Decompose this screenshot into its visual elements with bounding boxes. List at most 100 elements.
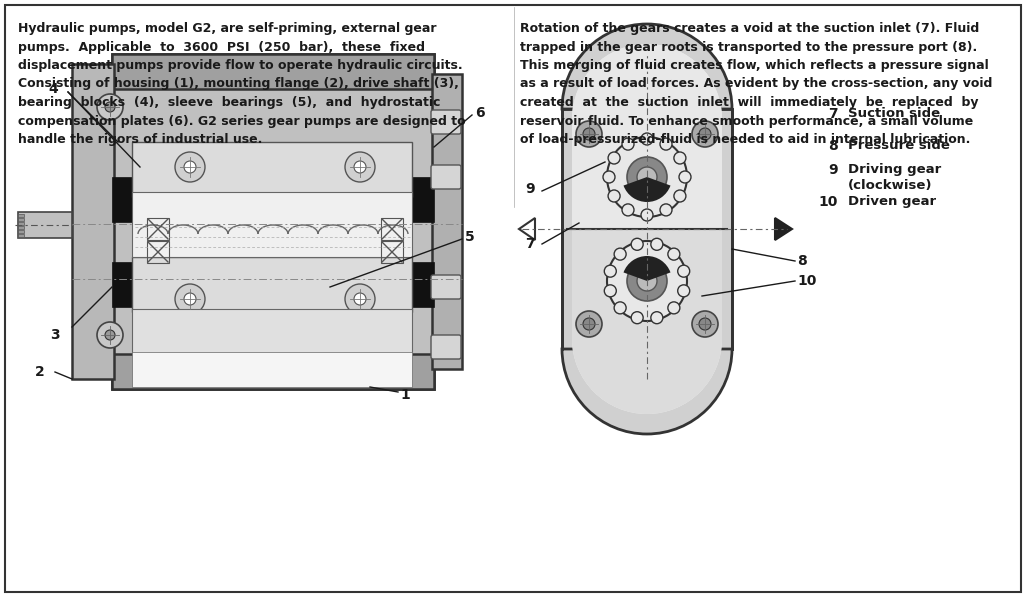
Bar bbox=[18, 214, 24, 217]
Circle shape bbox=[674, 190, 686, 202]
Text: 1: 1 bbox=[400, 388, 409, 402]
Circle shape bbox=[631, 312, 643, 324]
Text: 2: 2 bbox=[35, 365, 45, 379]
Circle shape bbox=[641, 133, 653, 145]
Circle shape bbox=[650, 238, 663, 250]
Text: 10: 10 bbox=[819, 195, 838, 209]
Circle shape bbox=[604, 285, 617, 297]
Text: Suction side: Suction side bbox=[849, 107, 940, 120]
Bar bbox=[132, 257, 412, 312]
Circle shape bbox=[627, 261, 667, 301]
Bar bbox=[573, 119, 722, 339]
Circle shape bbox=[354, 161, 366, 173]
FancyBboxPatch shape bbox=[431, 275, 461, 299]
Circle shape bbox=[692, 311, 718, 337]
Circle shape bbox=[608, 190, 620, 202]
Bar bbox=[112, 177, 132, 222]
Bar bbox=[18, 222, 24, 225]
Bar bbox=[573, 119, 722, 229]
Circle shape bbox=[576, 311, 602, 337]
Bar bbox=[18, 212, 72, 238]
Circle shape bbox=[615, 302, 626, 314]
Bar bbox=[132, 352, 412, 387]
Text: Driving gear
(clockwise): Driving gear (clockwise) bbox=[849, 163, 941, 192]
Circle shape bbox=[627, 157, 667, 197]
Bar bbox=[412, 262, 434, 307]
Polygon shape bbox=[775, 218, 792, 240]
Text: Hydraulic pumps, model G2, are self-priming, external gear
pumps.  Applicable  t: Hydraulic pumps, model G2, are self-prim… bbox=[18, 22, 466, 146]
Bar bbox=[18, 230, 24, 233]
Circle shape bbox=[699, 318, 711, 330]
Circle shape bbox=[637, 271, 657, 291]
Text: Rotation of the gears creates a void at the suction inlet (7). Fluid
trapped in : Rotation of the gears creates a void at … bbox=[520, 22, 992, 146]
Bar bbox=[112, 54, 434, 389]
Bar bbox=[412, 177, 434, 222]
Bar bbox=[112, 54, 434, 89]
Text: 6: 6 bbox=[475, 106, 484, 120]
Bar bbox=[18, 226, 24, 229]
Circle shape bbox=[679, 171, 690, 183]
Wedge shape bbox=[573, 339, 722, 414]
Text: 10: 10 bbox=[797, 274, 817, 288]
Text: Driven gear: Driven gear bbox=[849, 195, 936, 208]
Text: 4: 4 bbox=[48, 82, 57, 96]
Wedge shape bbox=[624, 256, 671, 281]
Circle shape bbox=[97, 94, 123, 120]
Bar bbox=[112, 354, 434, 389]
Text: 7: 7 bbox=[828, 107, 838, 121]
Bar bbox=[381, 218, 403, 240]
Circle shape bbox=[576, 121, 602, 147]
Circle shape bbox=[604, 265, 617, 277]
Text: 7: 7 bbox=[525, 237, 535, 251]
Circle shape bbox=[184, 161, 196, 173]
Circle shape bbox=[660, 138, 672, 150]
FancyBboxPatch shape bbox=[431, 335, 461, 359]
Text: 9: 9 bbox=[525, 182, 535, 196]
Circle shape bbox=[105, 330, 115, 340]
Bar bbox=[132, 309, 412, 354]
Circle shape bbox=[175, 152, 205, 182]
Bar bbox=[381, 241, 403, 263]
Circle shape bbox=[650, 312, 663, 324]
Circle shape bbox=[603, 171, 615, 183]
Circle shape bbox=[345, 152, 374, 182]
Circle shape bbox=[678, 265, 689, 277]
Bar bbox=[112, 262, 132, 307]
Circle shape bbox=[583, 128, 595, 140]
Bar bbox=[132, 142, 412, 197]
Wedge shape bbox=[573, 339, 722, 414]
Text: 9: 9 bbox=[828, 163, 838, 177]
Wedge shape bbox=[573, 44, 722, 119]
FancyBboxPatch shape bbox=[431, 110, 461, 134]
Bar bbox=[132, 192, 412, 257]
Circle shape bbox=[583, 318, 595, 330]
Bar bbox=[147, 218, 169, 240]
Circle shape bbox=[97, 322, 123, 348]
Wedge shape bbox=[573, 44, 722, 119]
Bar bbox=[562, 109, 732, 349]
Bar bbox=[72, 64, 114, 379]
Circle shape bbox=[354, 293, 366, 305]
Bar bbox=[147, 241, 169, 263]
Circle shape bbox=[615, 248, 626, 260]
Circle shape bbox=[184, 293, 196, 305]
Circle shape bbox=[668, 248, 680, 260]
Circle shape bbox=[175, 284, 205, 314]
Circle shape bbox=[105, 102, 115, 112]
Circle shape bbox=[641, 209, 653, 221]
Bar bbox=[432, 74, 462, 369]
Circle shape bbox=[668, 302, 680, 314]
Text: 8: 8 bbox=[797, 254, 806, 268]
Circle shape bbox=[674, 152, 686, 164]
Circle shape bbox=[699, 128, 711, 140]
Bar bbox=[18, 234, 24, 237]
Circle shape bbox=[637, 167, 657, 187]
Circle shape bbox=[622, 138, 634, 150]
Circle shape bbox=[660, 204, 672, 216]
Bar bbox=[573, 229, 722, 339]
Circle shape bbox=[622, 204, 634, 216]
Wedge shape bbox=[624, 177, 671, 202]
Bar bbox=[18, 218, 24, 221]
Circle shape bbox=[631, 238, 643, 250]
FancyBboxPatch shape bbox=[431, 165, 461, 189]
